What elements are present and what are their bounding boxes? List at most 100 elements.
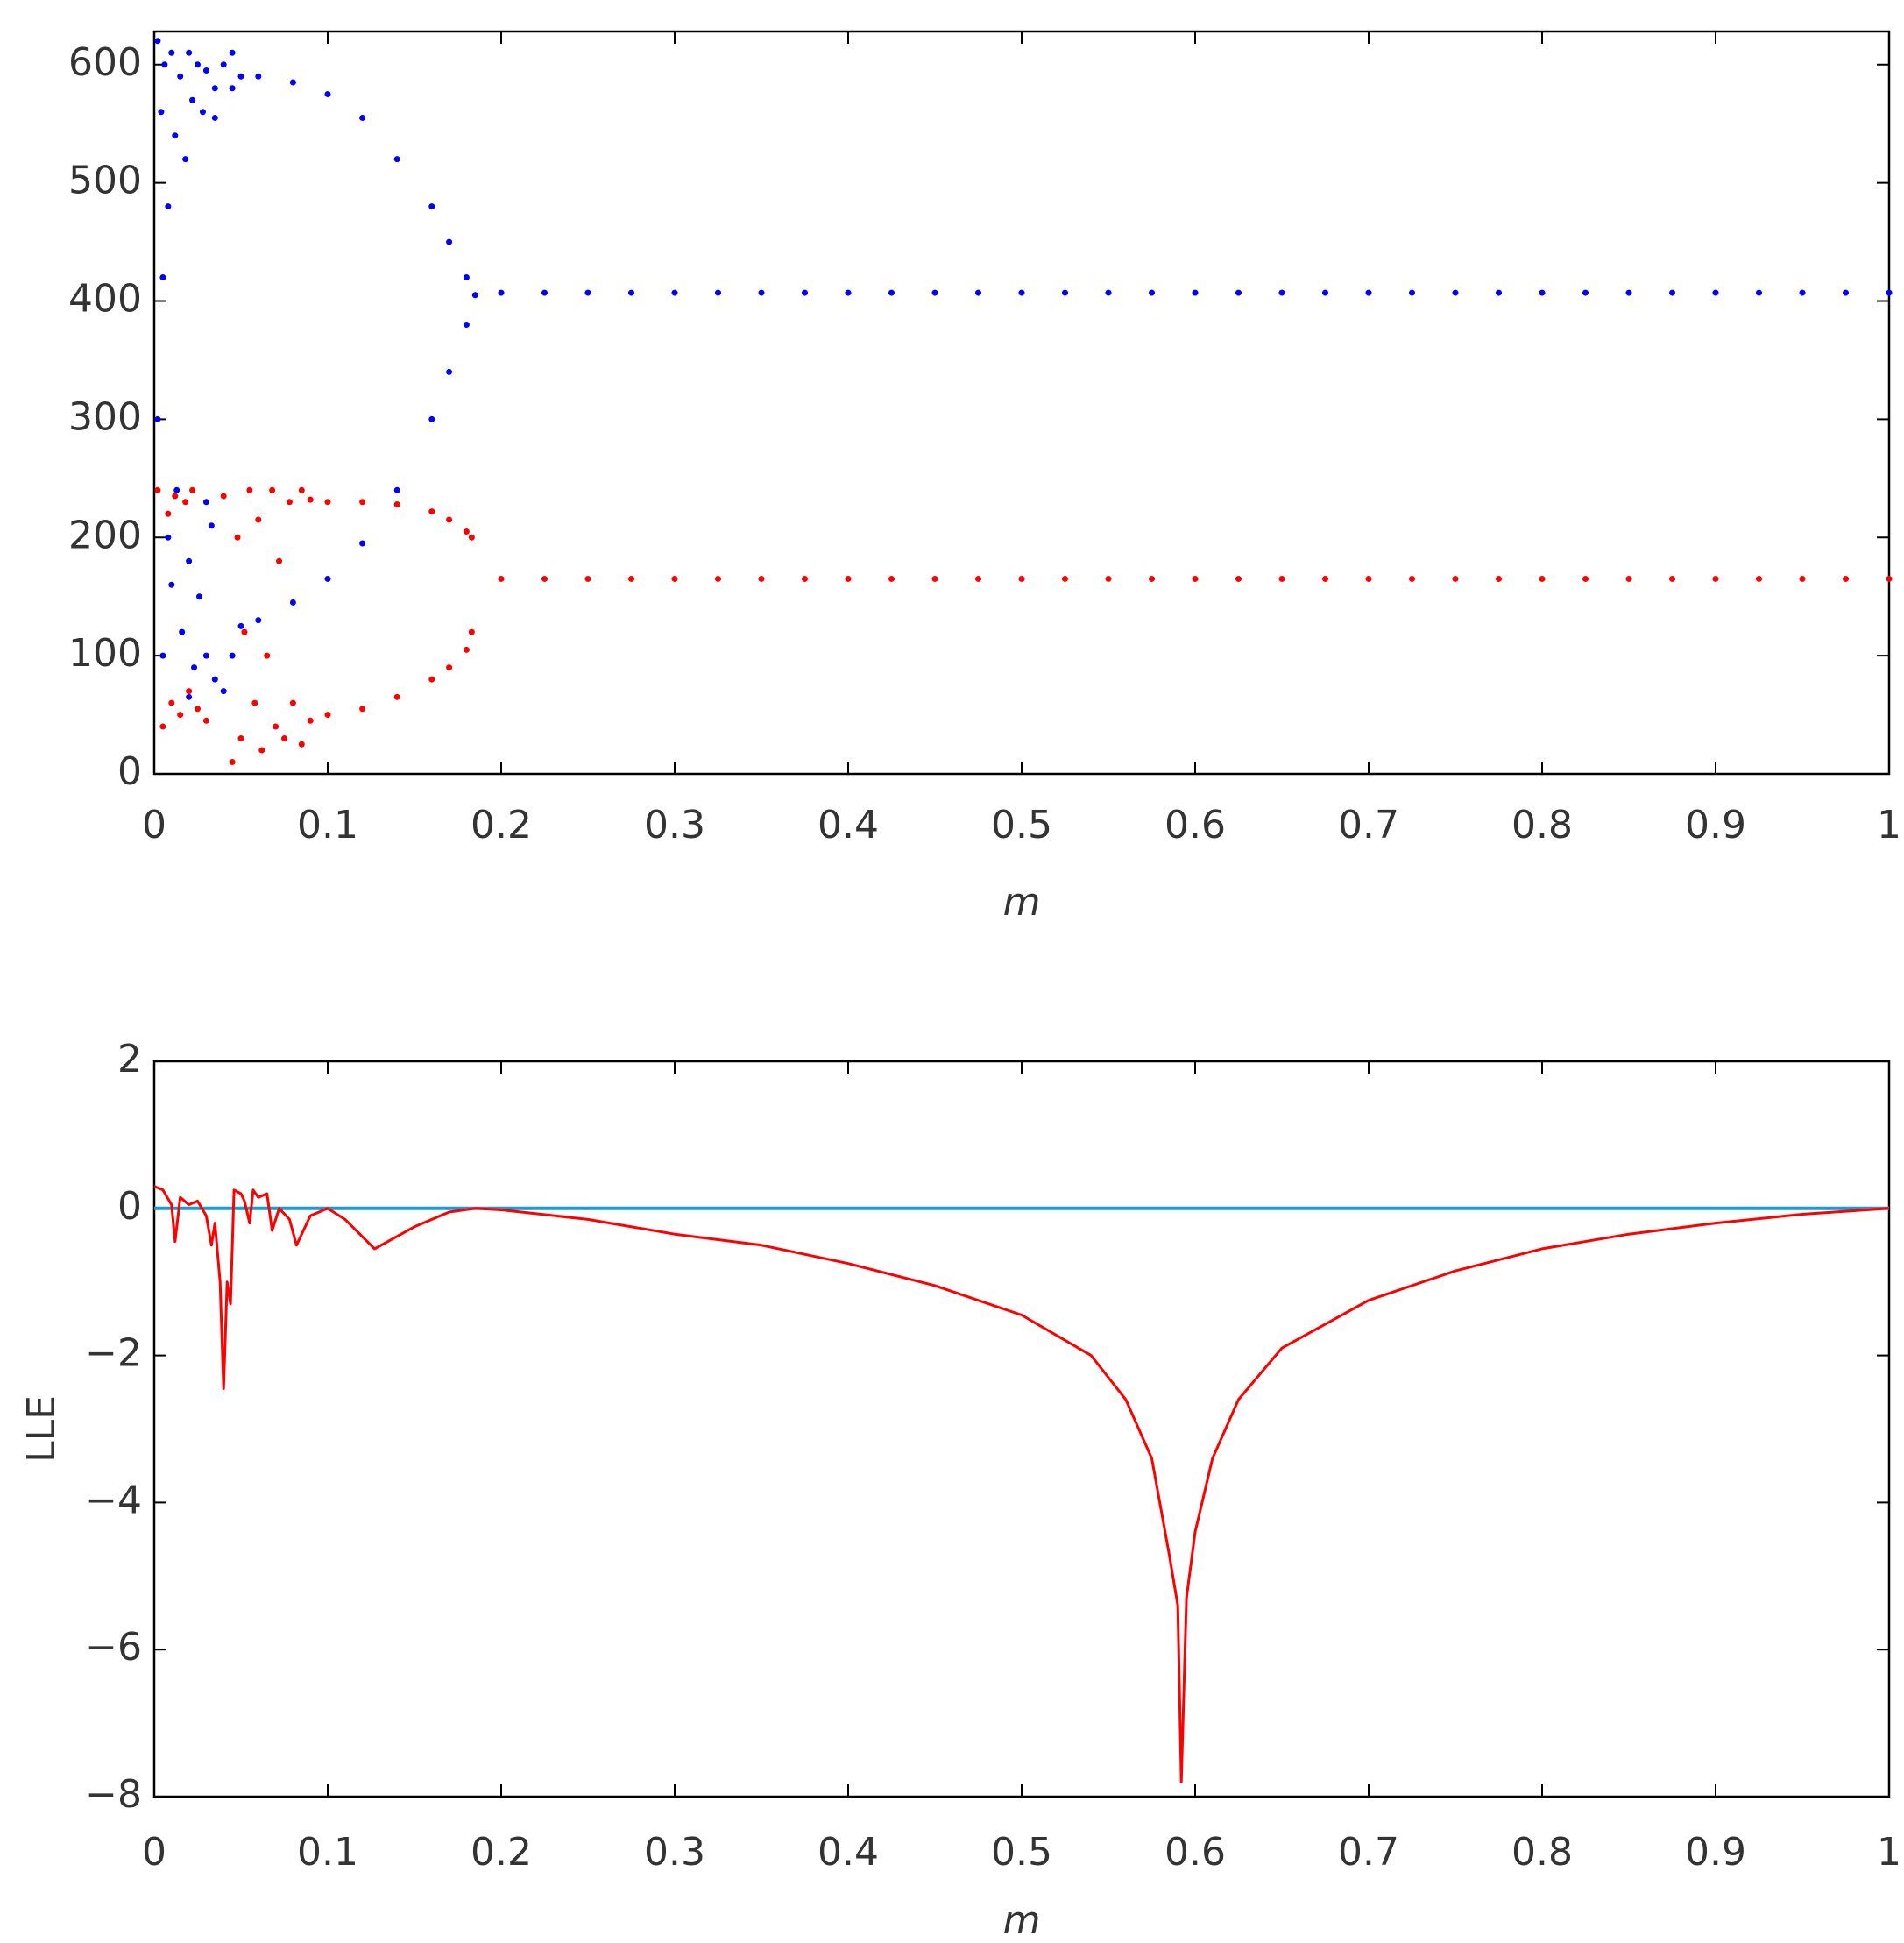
x-tick-label: 0.4 [818, 803, 879, 847]
point [289, 699, 296, 706]
point [802, 289, 808, 296]
point [168, 49, 175, 56]
point [758, 575, 765, 582]
point [393, 486, 400, 493]
x-tick-label: 0.8 [1511, 1830, 1573, 1875]
point [1539, 575, 1546, 582]
y-tick-label: 600 [68, 40, 142, 85]
point [211, 676, 218, 683]
point [237, 735, 244, 742]
point [845, 289, 852, 296]
point [189, 486, 196, 493]
y-axis-label: LLE [19, 1395, 64, 1463]
point [182, 499, 189, 506]
point [246, 486, 253, 493]
point [324, 575, 331, 582]
plot-frame [152, 1060, 1891, 1798]
point [428, 508, 435, 515]
point [220, 688, 227, 695]
point [298, 486, 305, 493]
point [182, 156, 189, 163]
point [393, 693, 400, 700]
x-tick-label: 0.1 [297, 1830, 358, 1875]
point [1669, 289, 1675, 296]
point [1886, 575, 1893, 582]
point [264, 652, 271, 659]
point [324, 712, 331, 719]
point [189, 96, 196, 103]
point [628, 289, 634, 296]
point [845, 575, 852, 582]
point [202, 499, 209, 506]
y-tick-label: −2 [85, 1331, 142, 1376]
point [165, 510, 172, 517]
point [241, 628, 248, 635]
point [584, 575, 591, 582]
point [428, 676, 435, 683]
point [1278, 575, 1285, 582]
point [1756, 575, 1762, 582]
point [172, 493, 179, 500]
x-tick-label: 0.3 [644, 803, 705, 847]
x-tick-label: 0.4 [818, 1830, 879, 1875]
y-tick-label: 0 [117, 1184, 142, 1229]
line-series [153, 1185, 1890, 1783]
point [168, 581, 175, 588]
point [1149, 289, 1155, 296]
x-tick-label: 0.7 [1338, 803, 1399, 847]
point [159, 723, 166, 730]
point [471, 292, 478, 299]
point [165, 534, 172, 541]
plot-frame [152, 30, 1891, 776]
point [1539, 289, 1546, 296]
point [463, 274, 470, 281]
point [715, 575, 721, 582]
x-tick-label: 0.2 [471, 1830, 532, 1875]
point [208, 522, 215, 529]
point [186, 557, 193, 564]
point [359, 499, 366, 506]
point [237, 73, 244, 80]
point [1322, 575, 1328, 582]
point [1235, 575, 1242, 582]
point [154, 486, 161, 493]
point [1625, 575, 1632, 582]
point [1452, 575, 1459, 582]
point [220, 61, 227, 68]
point [428, 415, 435, 422]
point [229, 49, 236, 56]
point [161, 61, 168, 68]
point [276, 557, 283, 564]
point [229, 759, 236, 766]
x-tick-label: 0 [142, 803, 166, 847]
point [463, 321, 470, 328]
x-tick-label: 0.6 [1164, 803, 1226, 847]
point [177, 712, 184, 719]
point [289, 599, 296, 606]
x-axis-label: m [1003, 880, 1041, 925]
point [975, 575, 981, 582]
point [159, 652, 166, 659]
point [289, 79, 296, 86]
point [255, 73, 262, 80]
point [168, 699, 175, 706]
point [1018, 289, 1025, 296]
y-tick-label: −6 [85, 1625, 142, 1670]
point [1322, 289, 1328, 296]
point [1669, 575, 1675, 582]
x-tick-label: 0.9 [1685, 1830, 1746, 1875]
y-tick-label: 200 [68, 513, 142, 557]
point [1062, 289, 1068, 296]
point [307, 496, 314, 503]
point [195, 593, 202, 600]
y-tick-label: 500 [68, 159, 142, 203]
point [498, 575, 505, 582]
point [758, 289, 765, 296]
point [195, 706, 201, 713]
point [281, 735, 287, 742]
point [446, 516, 453, 523]
point [468, 628, 475, 635]
point [1409, 289, 1415, 296]
point [1799, 289, 1806, 296]
